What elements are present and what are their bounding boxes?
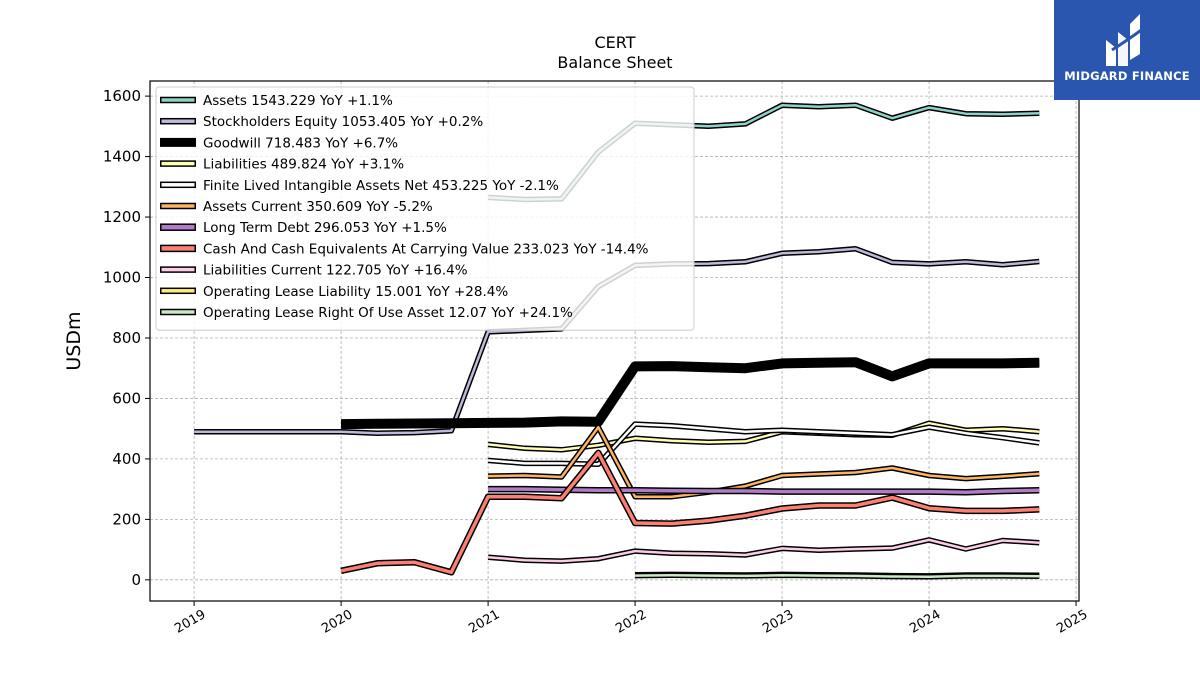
series-line-stroke (487, 421, 1040, 452)
legend-entry: Liabilities 489.824 YoY +3.1% (203, 157, 404, 173)
legend-swatch (161, 246, 195, 251)
series-line-stroke (340, 451, 1040, 575)
legend-entry: Operating Lease Liability 15.001 YoY +28… (203, 284, 508, 300)
legend: Assets 1543.229 YoY +1.1% Stockholders Eq… (155, 86, 695, 331)
midgard-logo-icon (1106, 14, 1145, 66)
y-tick-label: 1200 (103, 208, 141, 226)
y-tick-label: 1600 (103, 87, 141, 105)
y-tick-label: 600 (112, 389, 141, 407)
x-axis: 2019 2020 2021 2022 2023 2024 2025 (172, 601, 1090, 637)
y-axis: 0 200 400 600 800 1000 1200 1400 1600 (103, 87, 150, 589)
legend-swatch (161, 204, 195, 208)
series-line-3 (341, 357, 1040, 430)
legend-swatch (161, 310, 195, 314)
series-line-stroke (487, 422, 1040, 466)
series-line-stroke (635, 574, 1040, 579)
x-tick-label: 2025 (1054, 607, 1090, 637)
y-tick-label: 400 (112, 450, 141, 468)
series-line-8 (340, 449, 1040, 576)
y-tick-label: 800 (112, 329, 141, 347)
y-tick-label: 1000 (103, 269, 141, 287)
x-tick-label: 2021 (466, 607, 502, 637)
legend-entry: Goodwill 718.483 YoY +6.7% (203, 135, 398, 151)
x-tick-label: 2022 (613, 607, 649, 637)
series-line-5 (487, 421, 1040, 468)
series-line-stroke (341, 358, 1040, 428)
legend-entry: Cash And Cash Equivalents At Carrying Va… (203, 241, 649, 257)
legend-swatch (161, 183, 195, 187)
legend-swatch (161, 139, 195, 146)
legend-entry: Assets 1543.229 YoY +1.1% (203, 93, 393, 109)
series-lines (194, 102, 1040, 580)
legend-entry: Assets Current 350.609 YoY -5.2% (203, 199, 433, 215)
series-line-6 (488, 424, 1040, 500)
series-line-9 (487, 537, 1040, 564)
x-tick-label: 2019 (172, 607, 208, 637)
legend-entry: Long Term Debt 296.053 YoY +1.5% (203, 220, 447, 236)
series-line-4 (487, 420, 1040, 453)
series-line-11 (635, 572, 1040, 580)
brand-name: MIDGARD FINANCE (1064, 69, 1190, 83)
x-tick-label: 2023 (760, 607, 796, 637)
y-tick-label: 0 (131, 571, 141, 589)
legend-swatch (161, 289, 195, 293)
y-tick-label: 1400 (103, 148, 141, 166)
series-line-stroke (487, 538, 1040, 563)
legend-swatch (161, 119, 195, 123)
legend-entry: Liabilities Current 122.705 YoY +16.4% (203, 263, 468, 279)
legend-box (155, 86, 695, 331)
series-line-stroke (488, 487, 1040, 494)
chart-subtitle: Balance Sheet (557, 53, 672, 72)
plot-frame (149, 80, 1080, 602)
x-tick-label: 2020 (319, 607, 355, 637)
legend-swatch (161, 267, 195, 272)
series-line-outline (341, 357, 1040, 430)
brand-badge: MIDGARD FINANCE (1054, 0, 1200, 100)
x-tick-label: 2024 (907, 607, 943, 637)
series-line-stroke (488, 425, 1040, 498)
series-line-7 (488, 485, 1040, 496)
legend-swatch (161, 161, 195, 166)
legend-entry: Stockholders Equity 1053.405 YoY +0.2% (203, 114, 483, 130)
legend-entry: Operating Lease Right Of Use Asset 12.07… (203, 305, 573, 321)
y-axis-label: USDm (63, 311, 85, 370)
y-tick-label: 200 (112, 510, 141, 528)
legend-swatch (161, 98, 195, 102)
legend-swatch (161, 224, 195, 230)
legend-entry: Finite Lived Intangible Assets Net 453.2… (203, 178, 559, 194)
chart-title: CERT (594, 33, 635, 52)
